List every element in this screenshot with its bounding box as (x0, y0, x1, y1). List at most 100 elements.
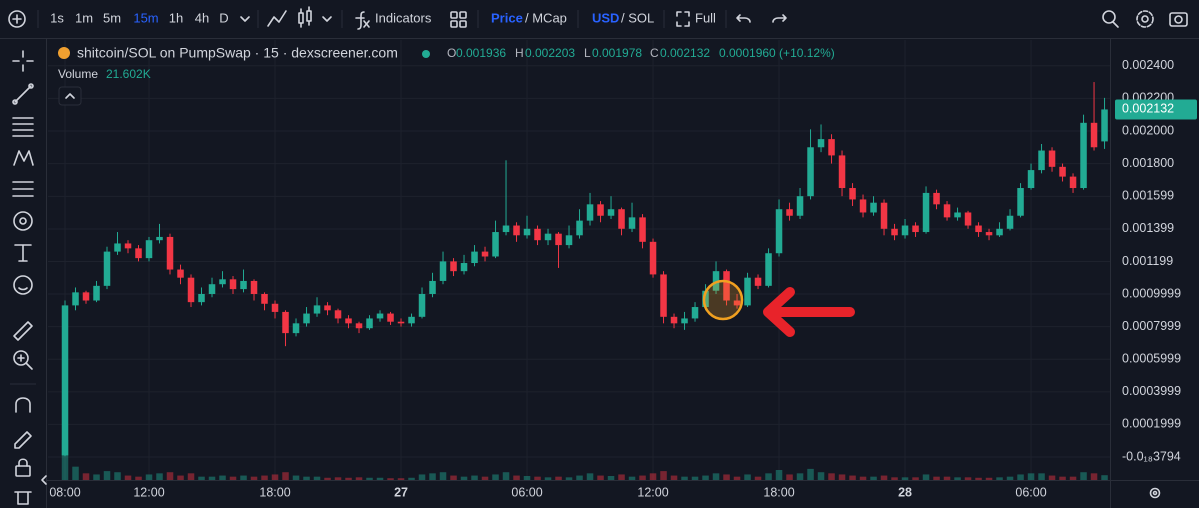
candle-body (922, 192, 930, 233)
candle-body (576, 220, 583, 236)
candle-body (744, 277, 751, 306)
volume-bar (124, 475, 132, 480)
projection-tool[interactable] (12, 181, 34, 197)
candle-body (292, 323, 300, 334)
candle-body (177, 269, 184, 278)
layout-button[interactable] (450, 11, 467, 28)
trendline-tool[interactable] (12, 83, 34, 105)
line-chart-button[interactable] (267, 10, 287, 27)
x-tick-label: 06:00 (511, 485, 542, 499)
volume-bar (796, 473, 804, 480)
candle-body (586, 204, 594, 221)
volume-bar (681, 476, 688, 480)
settings-button[interactable] (1136, 10, 1154, 28)
add-button[interactable] (8, 10, 26, 28)
lock-drawings-tool[interactable] (14, 431, 32, 449)
redo-button[interactable] (772, 14, 787, 23)
volume-layer (61, 440, 1108, 480)
candle-chart-button[interactable] (298, 6, 312, 28)
volume-bar (870, 476, 877, 480)
volume-bar (576, 475, 583, 480)
candle-body (198, 293, 205, 303)
interval-button[interactable]: 5m (103, 10, 121, 25)
sol-toggle[interactable]: / SOL (621, 10, 654, 25)
emoji-tool[interactable] (13, 275, 33, 295)
candle-body (765, 253, 772, 286)
candle-body (618, 209, 625, 229)
chart-type-menu[interactable] (322, 16, 332, 22)
volume-bar (628, 476, 636, 480)
candle-body (345, 318, 352, 324)
x-tick-label: 06:00 (1015, 485, 1046, 499)
volume-bar (607, 476, 615, 480)
undo-button[interactable] (736, 14, 751, 23)
collapse-sidebar[interactable] (41, 475, 47, 485)
mcap-toggle[interactable]: / MCap (525, 10, 567, 25)
interval-button[interactable]: 1m (75, 10, 93, 25)
interval-button[interactable]: D (219, 10, 228, 25)
volume-bar (166, 472, 174, 480)
price-toggle[interactable]: Price (491, 10, 523, 25)
volume-bar (691, 476, 699, 480)
trash-tool[interactable] (14, 491, 32, 505)
indicators-icon[interactable] (355, 11, 370, 30)
volume-bar (964, 477, 972, 480)
interval-button[interactable]: 1s (50, 10, 64, 25)
brush-tool[interactable] (13, 211, 33, 231)
candle-body (534, 228, 541, 241)
candle-body (786, 209, 793, 216)
camera-button[interactable] (1169, 12, 1188, 27)
text-tool[interactable] (14, 244, 32, 262)
candle-body (1090, 122, 1098, 148)
x-tick-label: 12:00 (133, 485, 164, 499)
fullscreen-icon[interactable] (676, 11, 690, 27)
pattern-tool[interactable] (13, 150, 34, 166)
candle-body (681, 318, 688, 324)
indicators-button[interactable]: Indicators (375, 10, 432, 25)
collapse-legend[interactable] (58, 86, 82, 106)
volume-bar (1069, 476, 1077, 480)
candle-body (229, 279, 237, 290)
volume-bar (135, 476, 142, 480)
interval-button[interactable]: 1h (169, 10, 183, 25)
zoom-tool[interactable] (13, 350, 33, 370)
interval-button[interactable]: 4h (195, 10, 209, 25)
volume-bar (103, 471, 111, 480)
live-dot (422, 50, 430, 58)
volume-bar (177, 475, 184, 480)
volume-bar (565, 477, 573, 480)
volume-bar (523, 476, 531, 480)
volume-bar (82, 473, 90, 480)
candle-body (114, 243, 121, 252)
lock-tool[interactable] (15, 458, 31, 477)
volume-bar (1038, 473, 1045, 480)
candle-body (513, 225, 520, 236)
red-arrow (763, 287, 855, 337)
volume-bar (733, 476, 741, 480)
candle-body (271, 303, 279, 312)
crosshair-tool[interactable] (12, 50, 34, 72)
magnet-tool[interactable] (15, 397, 31, 413)
volume-bar (702, 475, 709, 480)
axis-settings[interactable] (1149, 487, 1161, 499)
volume-bar (618, 474, 625, 480)
volume-bar (544, 477, 552, 480)
interval-button-active[interactable]: 15m (133, 10, 158, 25)
candle-body (429, 280, 436, 294)
candle-body (103, 251, 111, 286)
screenshot-search-button[interactable] (1102, 10, 1119, 28)
volume-bar (555, 476, 562, 480)
candle-body (1059, 166, 1066, 177)
candle-body (565, 235, 573, 246)
volume-bar (954, 477, 961, 480)
volume-bar (1006, 476, 1014, 480)
usd-toggle[interactable]: USD (592, 10, 619, 25)
candle-body (1069, 176, 1077, 189)
candle-body (250, 280, 258, 294)
last-price-label: 0.002132 (1122, 102, 1174, 116)
candle-body (870, 202, 877, 213)
measure-tool[interactable] (13, 321, 33, 341)
interval-menu[interactable] (240, 16, 250, 22)
fullscreen-button[interactable]: Full (695, 10, 716, 25)
fib-tool[interactable] (12, 117, 34, 137)
